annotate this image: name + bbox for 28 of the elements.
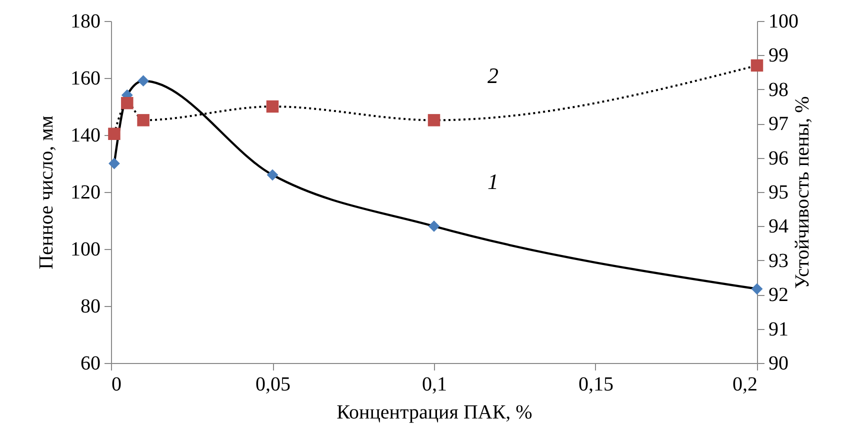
x-tick-label: 0,2 [732, 374, 758, 396]
y2-tick-label: 96 [768, 147, 788, 170]
y2-tick-label: 97 [768, 113, 788, 136]
y2-tick-label: 99 [768, 44, 788, 67]
y-tick-label: 80 [80, 296, 100, 318]
y2-tick-label: 95 [768, 182, 788, 204]
x-axis-title: Концентрация ПАК, % [336, 402, 532, 424]
y-tick-label: 140 [70, 124, 100, 146]
y-tick-label: 60 [80, 352, 100, 374]
y2-tick-label: 94 [768, 216, 788, 238]
x-tick-label: 0,05 [256, 374, 290, 396]
y2-axis-title: Устойчивость пены, % [792, 96, 814, 289]
x-tick-label: 0,15 [578, 374, 614, 396]
x-tick-label: 0 [112, 374, 122, 396]
y2-tick-label: 91 [768, 318, 788, 340]
y2-tick-label: 90 [768, 352, 788, 374]
y2-tick-label: 92 [768, 284, 788, 306]
y-tick-label: 120 [70, 182, 100, 204]
x-tick-label: 0,1 [422, 374, 447, 396]
y-tick-label: 180 [70, 10, 100, 32]
series-label: 2 [488, 63, 498, 88]
y-tick-label: 100 [70, 238, 100, 260]
y2-tick-label: 93 [768, 250, 788, 272]
y2-tick-label: 100 [768, 10, 798, 32]
y-tick-label: 160 [70, 68, 100, 90]
text: 1 [488, 169, 498, 194]
y2-tick-label: 98 [768, 78, 788, 101]
y-axis-title: Пенное число, мм [36, 115, 58, 270]
